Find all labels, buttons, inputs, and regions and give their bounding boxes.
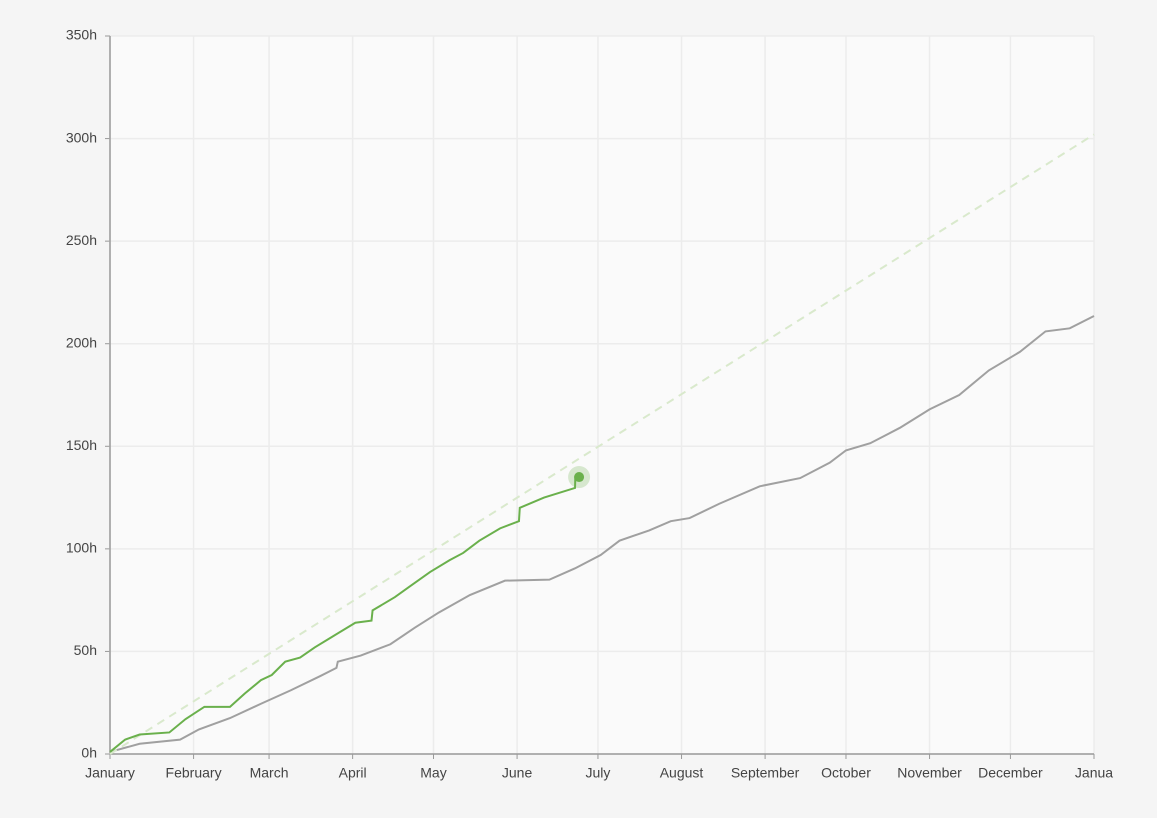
plot-area [110, 36, 1094, 754]
y-tick-label: 250h [66, 232, 97, 248]
x-tick-label: September [731, 765, 800, 781]
marker [574, 472, 585, 483]
y-tick-label: 200h [66, 334, 97, 350]
y-tick-label: 50h [74, 642, 97, 658]
y-tick-label: 100h [66, 540, 97, 556]
y-tick-label: 350h [66, 27, 97, 43]
series-line [109, 133, 1095, 755]
x-tick-label: May [420, 765, 446, 781]
x-tick-label: January [85, 765, 135, 781]
x-tick-label: August [660, 765, 704, 781]
y-tick-label: 0h [81, 745, 97, 761]
series-line [109, 315, 1095, 753]
x-tick-label: July [586, 765, 611, 781]
series-line [109, 475, 580, 753]
x-tick-label: Janua [1075, 765, 1113, 781]
x-tick-label: March [250, 765, 289, 781]
x-tick-label: December [978, 765, 1043, 781]
x-tick-label: November [897, 765, 962, 781]
y-tick-label: 300h [66, 129, 97, 145]
x-tick-label: October [821, 765, 871, 781]
x-tick-label: February [166, 765, 222, 781]
x-tick-label: April [339, 765, 367, 781]
y-tick-label: 150h [66, 437, 97, 453]
x-tick-label: June [502, 765, 533, 781]
